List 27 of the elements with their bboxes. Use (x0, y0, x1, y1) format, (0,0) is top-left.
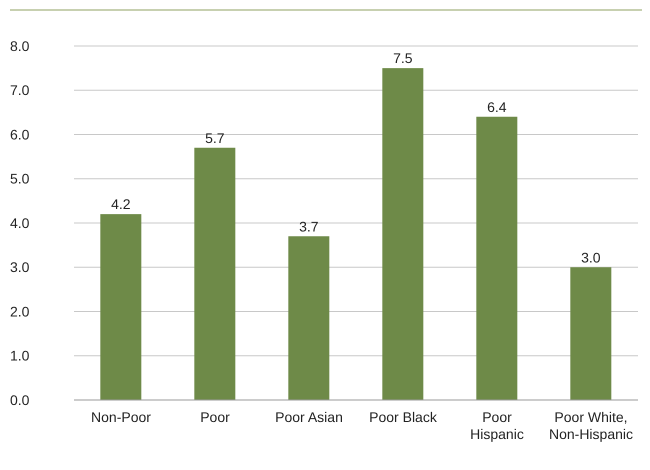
bar (382, 68, 424, 400)
x-tick-label: Poor White, Non-Hispanic (548, 409, 634, 442)
y-tick-label: 8.0 (10, 38, 30, 54)
y-tick-label: 0.0 (10, 392, 30, 408)
x-tick-label: Poor Asian (275, 409, 343, 425)
data-label: 5.7 (205, 130, 225, 146)
data-label: 7.5 (393, 50, 413, 66)
y-tick-label: 2.0 (10, 303, 30, 320)
x-tick-label: Non-Poor (91, 409, 152, 425)
y-tick-label: 1.0 (10, 348, 30, 364)
data-label: 3.0 (581, 249, 601, 266)
x-tick-label: Poor Hispanic (470, 409, 524, 442)
data-label: 4.2 (111, 196, 131, 212)
x-tick-label: Poor (200, 409, 230, 425)
bar (476, 116, 518, 400)
y-tick-label: 7.0 (10, 82, 30, 98)
bar (570, 267, 612, 400)
y-tick-label: 5.0 (10, 170, 30, 187)
y-tick-label: 4.0 (10, 214, 30, 231)
data-label: 3.7 (299, 218, 319, 234)
bar (194, 148, 236, 400)
bar (288, 236, 330, 400)
bar (100, 214, 142, 400)
data-label: 6.4 (487, 98, 507, 115)
y-tick-label: 6.0 (10, 126, 30, 142)
x-tick-label: Poor Black (369, 409, 438, 425)
y-tick-label: 3.0 (10, 259, 30, 276)
